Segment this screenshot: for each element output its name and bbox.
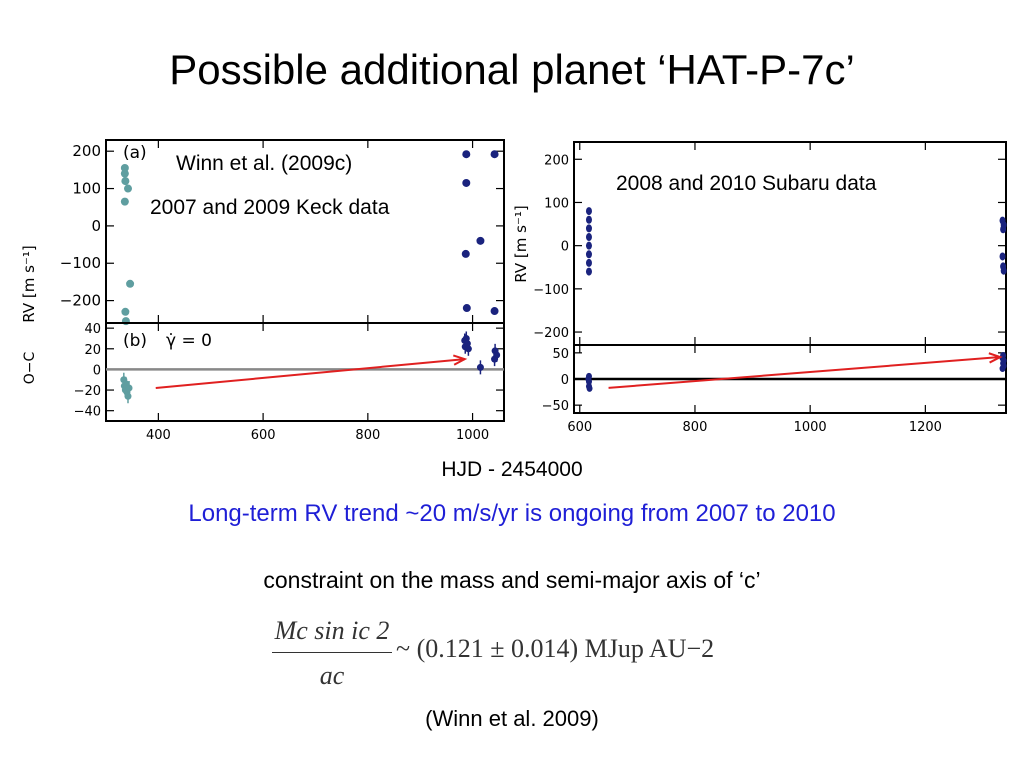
data-point (461, 249, 470, 258)
data-point (999, 365, 1006, 373)
gamma-dot-label: γ̇ = 0 (166, 331, 212, 351)
citation: (Winn et al. 2009) (425, 706, 599, 731)
trend-statement: Long-term RV trend ~20 m/s/yr is ongoing… (188, 500, 836, 527)
data-point (585, 241, 592, 250)
formula-fraction: Mc sin ic 2 ac (272, 616, 392, 691)
x-tick-label: 400 (146, 428, 171, 443)
data-point (120, 169, 129, 178)
panel-b-ylabel: O−C (22, 352, 38, 385)
formula-denominator: ac (319, 661, 345, 690)
x-tick-label: 800 (683, 420, 708, 435)
data-point (490, 150, 499, 159)
panel-a-label: (a) (123, 143, 147, 163)
y-tick-label: −100 (533, 283, 569, 298)
keck-citation-note: Winn et al. (2009c) (176, 152, 353, 175)
data-point (126, 279, 135, 288)
y-tick-label: −20 (74, 384, 101, 399)
data-point (124, 392, 132, 400)
x-tick-label: 1200 (909, 420, 942, 435)
data-point (999, 252, 1006, 261)
trend-arrow-head (452, 354, 468, 366)
plot-frame (105, 322, 505, 422)
subaru-ylabel: RV [m s⁻¹] (512, 205, 530, 282)
panel-top: 200 100 0 −100 −200 (533, 141, 1007, 346)
data-point (585, 224, 592, 233)
data-point (121, 307, 130, 316)
data-point (586, 384, 593, 392)
shared-x-axis-label: HJD - 2454000 (441, 458, 583, 481)
panel-bottom: 50 0 −50 600 800 1000 1200 (542, 344, 1007, 435)
y-tick-label: 40 (84, 322, 101, 337)
y-tick-label: 0 (561, 240, 569, 255)
data-point (462, 178, 471, 187)
y-tick-label: 0 (561, 373, 569, 388)
x-tick-label: 1000 (456, 428, 489, 443)
keck-data-note: 2007 and 2009 Keck data (150, 196, 390, 219)
data-point (1000, 225, 1007, 234)
constraint-statement: constraint on the mass and semi-major ax… (263, 567, 761, 593)
panel-a-ylabel: RV [m s⁻¹] (20, 245, 38, 322)
y-tick-label: −100 (60, 254, 101, 272)
data-point (464, 345, 472, 353)
panel-b-label: (b) (123, 331, 147, 351)
y-tick-label: 100 (72, 180, 101, 198)
data-point (120, 197, 129, 206)
data-point (123, 184, 132, 193)
slide-title: Possible additional planet ‘HAT-P-7c’ (169, 46, 855, 93)
y-tick-label: 200 (72, 142, 101, 160)
x-tick-label: 600 (251, 428, 276, 443)
data-point (1000, 357, 1007, 365)
y-tick-label: 100 (544, 196, 569, 211)
y-tick-label: 200 (544, 153, 569, 168)
y-tick-label: 20 (84, 343, 101, 358)
data-point (462, 304, 471, 313)
x-tick-label: 800 (355, 428, 380, 443)
data-point (120, 164, 129, 173)
y-tick-label: −200 (533, 326, 569, 341)
data-point (585, 267, 592, 276)
data-point (585, 258, 592, 267)
data-point (490, 307, 499, 316)
data-point (121, 177, 130, 186)
trend-arrow-line (155, 358, 465, 389)
data-point (585, 207, 592, 216)
data-point (476, 363, 484, 371)
trend-arrow-head (988, 352, 1003, 364)
data-point (585, 233, 592, 242)
formula-numerator: Mc sin ic 2 (272, 616, 392, 653)
data-point (125, 384, 133, 392)
data-point (476, 236, 485, 245)
data-point (585, 250, 592, 259)
data-point (585, 375, 592, 383)
x-tick-label: 600 (567, 420, 592, 435)
mass-constraint-formula: Mc sin ic 2 ac ~ (0.121 ± 0.014) MJup AU… (262, 612, 782, 702)
trend-arrow-line (608, 356, 1001, 389)
y-tick-label: 0 (93, 363, 101, 378)
y-tick-label: −200 (60, 292, 101, 310)
y-tick-label: 50 (552, 347, 569, 362)
data-point (462, 150, 471, 159)
data-point (493, 351, 501, 359)
subaru-data-note: 2008 and 2010 Subaru data (616, 172, 877, 195)
y-tick-label: −50 (542, 399, 569, 414)
y-tick-label: −40 (74, 405, 101, 420)
x-tick-label: 1000 (794, 420, 827, 435)
data-point (585, 215, 592, 224)
data-point (1000, 266, 1007, 275)
y-tick-label: 0 (91, 217, 101, 235)
formula-rhs: ~ (0.121 ± 0.014) MJup AU−2 (396, 634, 715, 663)
panel-b: 40 20 0 −20 −40 400 600 800 1000 (74, 322, 505, 443)
